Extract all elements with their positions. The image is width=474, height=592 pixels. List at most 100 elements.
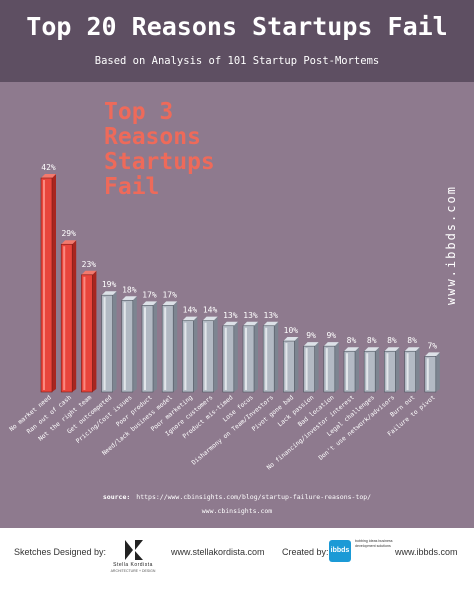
source-url[interactable]: https://www.cbinsights.com/blog/startup-… [136,493,372,501]
bar-top [243,321,258,326]
bar-1 [40,174,56,393]
ibbds-logo: ibbds [329,540,351,562]
bar-side [435,352,440,392]
bar-front [101,294,113,393]
bar-shine [164,307,167,390]
bar-front [60,243,73,393]
stella-url-link[interactable]: www.stellakordista.com [171,547,265,557]
bar-2 [60,240,77,393]
bar-side [132,296,137,392]
bar-side [355,347,359,392]
page-title: Top 20 Reasons Startups Fail [26,12,448,41]
stella-kordista-logo: Stella Kordista ARCHITECTURE + DESIGN [109,538,157,578]
bar-10 [222,321,238,393]
bar-19 [404,347,420,393]
ibbds-tagline: bobbing ideas business development solut… [355,539,393,548]
created-by-label: Created by: [282,547,329,557]
sketches-label: Sketches Designed by: [14,547,107,557]
bar-9 [202,316,218,393]
bar-front [202,320,214,393]
bar-16 [343,347,359,393]
side-url-text: www.ibbds.com [444,185,458,305]
bar-side [314,342,319,392]
bar-top [61,240,77,245]
bar-side [173,301,178,392]
bar-top [121,296,137,301]
callout-line: Reasons [104,124,201,150]
bar-front [141,305,154,393]
bar-top [162,301,178,306]
top-3-callout: Top 3 Reasons Startups Fail [104,100,254,200]
bar-top [303,342,319,347]
bar-shine [245,327,247,390]
bar-front [323,345,336,393]
bar-front [384,350,396,393]
value-label: 29% [61,229,76,238]
bar-shine [184,322,187,390]
bar-top [323,342,339,347]
ibbds-url-link[interactable]: www.ibbds.com [395,547,458,557]
bar-top [404,347,420,352]
bar-front [222,325,235,393]
value-label: 13% [243,311,258,320]
bar-top [344,347,359,352]
bar-side [334,342,339,392]
bar-shine [204,322,207,390]
bar-shine [265,327,268,390]
source-line: source: https://www.cbinsights.com/blog/s… [0,493,474,501]
bar-shine [406,353,409,390]
value-label: 8% [387,336,397,345]
bar-17 [363,347,380,393]
value-label: 42% [41,163,56,172]
bar-shine [144,307,146,390]
header-band [0,0,474,82]
page-subtitle: Based on Analysis of 101 Startup Post-Mo… [94,55,380,67]
bar-front [242,325,255,393]
bar-front [161,305,174,393]
bar-front [343,350,356,393]
bar-side [193,316,198,392]
bar-11 [242,321,258,393]
bar-shine [103,297,106,390]
value-label: 10% [284,326,299,335]
value-label: 14% [183,306,198,315]
value-label: 19% [102,280,117,289]
bar-front [283,340,295,393]
bar-15 [323,342,339,393]
bar-shine [305,348,308,390]
bar-4 [101,291,117,393]
bar-shine [426,358,429,390]
source-site[interactable]: www.cbinsights.com [201,507,273,515]
bar-8 [182,316,198,393]
bar-front [424,356,437,393]
bar-7 [161,301,178,393]
bar-top [142,301,157,306]
value-label: 17% [162,290,177,299]
stella-logo-name: Stella Kordista [113,562,153,568]
bar-top [202,316,218,321]
footer: Sketches Designed by: Stella Kordista AR… [0,528,474,592]
bar-14 [303,342,319,393]
bar-side [52,174,56,392]
bar-shine [366,353,369,390]
bar-front [404,350,416,393]
bar-side [274,321,279,392]
bar-front [182,320,194,393]
bar-side [294,337,299,392]
callout-line: Top 3 [104,99,174,125]
bar-front [303,345,315,393]
value-label: 9% [306,331,316,340]
bar-top [182,316,198,321]
bar-side [153,301,157,392]
bar-12 [262,321,279,393]
callout-line: Startups [104,149,215,175]
bar-side [375,347,380,392]
bar-top [263,321,279,326]
value-label: 23% [82,260,97,269]
callout-line: Fail [104,174,160,200]
bar-5 [121,296,137,393]
bar-side [72,240,77,392]
bar-side [213,316,218,392]
